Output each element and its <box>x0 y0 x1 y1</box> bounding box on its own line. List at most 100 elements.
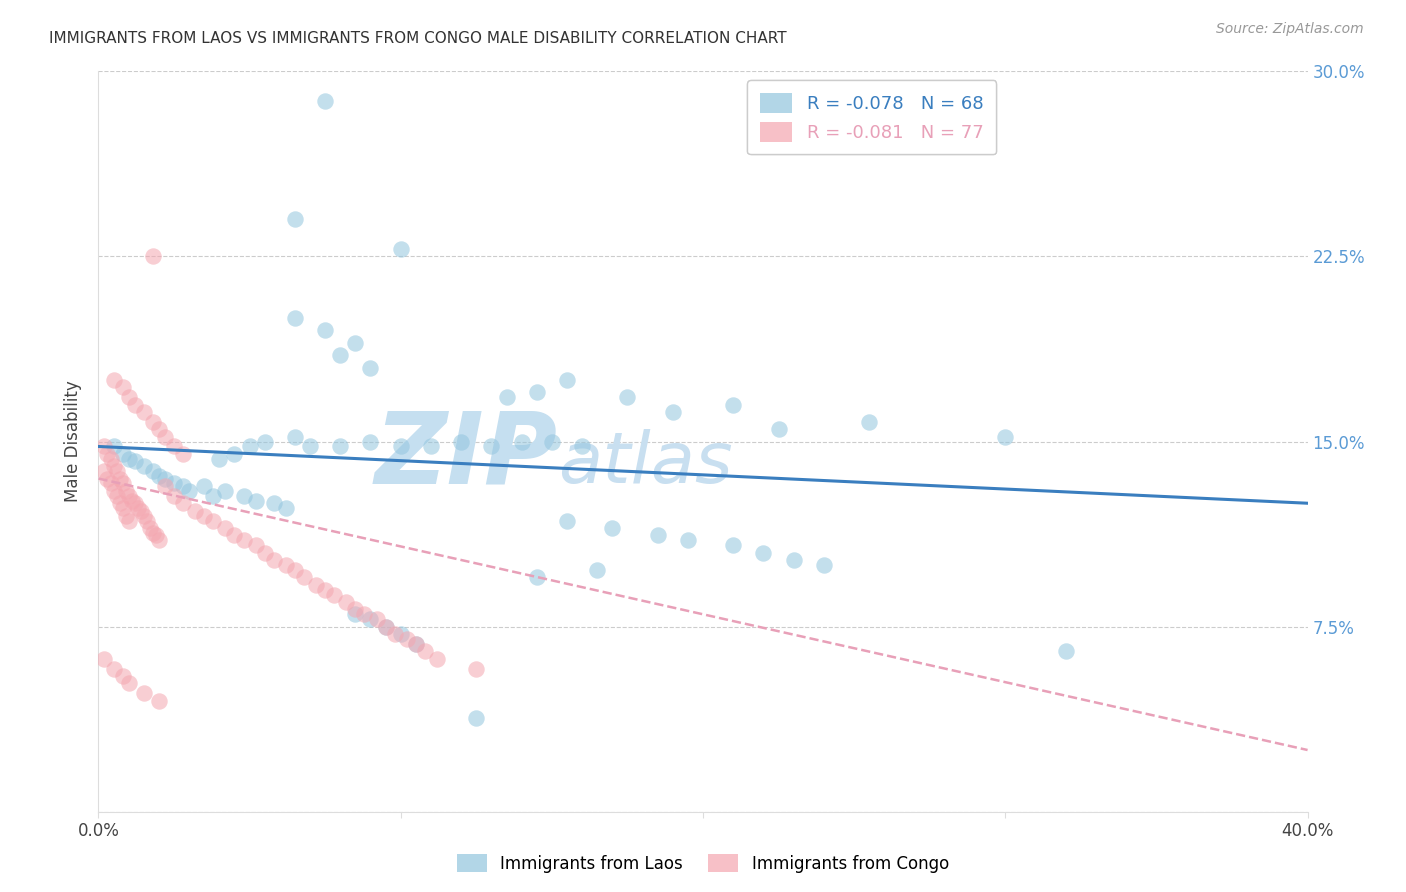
Point <box>405 637 427 651</box>
Point <box>111 380 134 394</box>
Point <box>111 669 134 683</box>
Point <box>253 434 276 449</box>
Point <box>214 521 236 535</box>
Point <box>389 242 412 256</box>
Point <box>111 501 134 516</box>
Point <box>148 469 170 483</box>
Point <box>135 514 157 528</box>
Point <box>111 476 134 491</box>
Point <box>526 570 548 584</box>
Point <box>132 405 155 419</box>
Point <box>114 483 136 498</box>
Legend: R = -0.078   N = 68, R = -0.081   N = 77: R = -0.078 N = 68, R = -0.081 N = 77 <box>748 80 997 154</box>
Point <box>132 508 155 523</box>
Point <box>129 503 152 517</box>
Point <box>232 533 254 548</box>
Point <box>586 563 609 577</box>
Point <box>405 637 427 651</box>
Point <box>481 440 503 454</box>
Point <box>540 434 562 449</box>
Point <box>335 595 357 609</box>
Point <box>389 627 412 641</box>
Point <box>1054 644 1077 658</box>
Point <box>105 464 128 478</box>
Point <box>100 451 122 466</box>
Point <box>184 503 207 517</box>
Point <box>208 451 231 466</box>
Point <box>111 447 134 461</box>
Point <box>100 476 122 491</box>
Point <box>314 94 336 108</box>
Point <box>148 422 170 436</box>
Point <box>124 398 146 412</box>
Point <box>323 588 346 602</box>
Point <box>172 479 194 493</box>
Point <box>292 570 315 584</box>
Point <box>121 493 143 508</box>
Point <box>366 612 388 626</box>
Point <box>426 651 449 665</box>
Point <box>224 447 246 461</box>
Point <box>179 483 201 498</box>
Point <box>103 483 125 498</box>
Point <box>616 390 638 404</box>
Point <box>284 563 307 577</box>
Point <box>389 440 412 454</box>
Point <box>245 538 267 552</box>
Point <box>93 651 115 665</box>
Point <box>284 429 307 443</box>
Point <box>314 324 336 338</box>
Legend: Immigrants from Laos, Immigrants from Congo: Immigrants from Laos, Immigrants from Co… <box>450 847 956 880</box>
Point <box>103 662 125 676</box>
Point <box>384 627 406 641</box>
Point <box>360 612 382 626</box>
Point <box>124 496 146 510</box>
Point <box>413 644 436 658</box>
Point <box>148 533 170 548</box>
Point <box>353 607 375 622</box>
Point <box>108 471 131 485</box>
Point <box>239 440 262 454</box>
Point <box>813 558 835 572</box>
Point <box>465 711 488 725</box>
Point <box>163 476 186 491</box>
Point <box>495 390 517 404</box>
Point <box>193 479 215 493</box>
Point <box>329 440 352 454</box>
Point <box>768 422 790 436</box>
Point <box>163 440 186 454</box>
Point <box>450 434 472 449</box>
Point <box>602 521 624 535</box>
Point <box>153 429 176 443</box>
Point <box>723 398 745 412</box>
Point <box>103 373 125 387</box>
Point <box>232 489 254 503</box>
Point <box>193 508 215 523</box>
Point <box>395 632 418 646</box>
Point <box>263 496 285 510</box>
Point <box>202 514 225 528</box>
Point <box>274 501 297 516</box>
Point <box>93 440 115 454</box>
Point <box>344 335 367 350</box>
Point <box>263 553 285 567</box>
Point <box>118 514 141 528</box>
Text: IMMIGRANTS FROM LAOS VS IMMIGRANTS FROM CONGO MALE DISABILITY CORRELATION CHART: IMMIGRANTS FROM LAOS VS IMMIGRANTS FROM … <box>49 31 787 46</box>
Point <box>305 577 328 591</box>
Point <box>374 619 396 633</box>
Point <box>202 489 225 503</box>
Point <box>108 496 131 510</box>
Point <box>142 525 165 540</box>
Point <box>284 311 307 326</box>
Point <box>214 483 236 498</box>
Point <box>132 686 155 700</box>
Point <box>676 533 699 548</box>
Point <box>284 212 307 227</box>
Point <box>510 434 533 449</box>
Point <box>526 385 548 400</box>
Point <box>118 390 141 404</box>
Point <box>148 694 170 708</box>
Point <box>253 546 276 560</box>
Point <box>127 501 149 516</box>
Point <box>139 521 162 535</box>
